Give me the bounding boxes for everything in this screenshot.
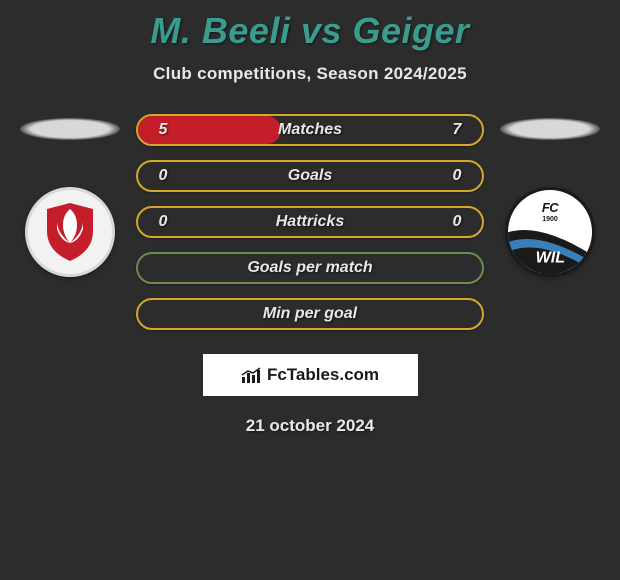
badge-circle-right: FC 1900 WIL [505, 187, 595, 277]
stat-right-value: 0 [432, 213, 482, 231]
chart-icon [241, 367, 263, 383]
badge-text-year: 1900 [508, 216, 592, 223]
player-shadow-left [20, 118, 120, 140]
right-column: FC 1900 WIL [490, 114, 610, 274]
stat-right-value: 7 [432, 121, 482, 139]
page-subtitle: Club competitions, Season 2024/2025 [0, 64, 620, 84]
stat-right-value: 0 [432, 167, 482, 185]
watermark-text: FcTables.com [267, 365, 379, 385]
badge-text-fc: FC [508, 200, 592, 215]
stat-label: Min per goal [138, 305, 482, 323]
stat-label: Goals per match [138, 259, 482, 277]
content-row: 5Matches70Goals00Hattricks0Goals per mat… [0, 114, 620, 330]
stat-bar: 0Goals0 [136, 160, 484, 192]
page-title: M. Beeli vs Geiger [0, 0, 620, 52]
stat-bar: 5Matches7 [136, 114, 484, 146]
club-badge-right: FC 1900 WIL [500, 190, 600, 274]
comparison-card: M. Beeli vs Geiger Club competitions, Se… [0, 0, 620, 580]
stat-bar: Min per goal [136, 298, 484, 330]
stats-column: 5Matches70Goals00Hattricks0Goals per mat… [130, 114, 490, 330]
badge-circle-left [25, 187, 115, 277]
player-shadow-right [500, 118, 600, 140]
club-badge-left [20, 190, 120, 274]
stat-bar: 0Hattricks0 [136, 206, 484, 238]
stat-bar: Goals per match [136, 252, 484, 284]
stat-label: Hattricks [138, 213, 482, 231]
left-column [10, 114, 130, 274]
stat-label: Goals [138, 167, 482, 185]
shield-icon [43, 201, 97, 263]
svg-text:WIL: WIL [536, 248, 566, 266]
swoosh-icon: WIL [508, 224, 593, 274]
stat-label: Matches [138, 121, 482, 139]
date-label: 21 october 2024 [0, 416, 620, 436]
watermark: FcTables.com [203, 354, 418, 396]
